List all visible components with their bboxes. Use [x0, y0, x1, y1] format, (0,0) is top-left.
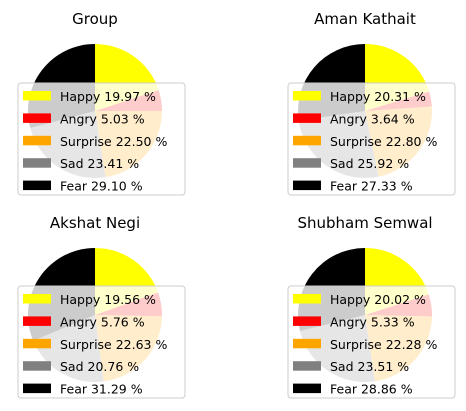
pie-panel: Shubham Semwal Happy 20.02 % Angry 5.33 % S… — [287, 214, 456, 399]
chart-title: Aman Kathait — [314, 10, 416, 28]
legend-swatch — [23, 316, 51, 326]
legend-swatch — [293, 135, 321, 146]
legend-swatch — [293, 180, 321, 191]
legend-swatch — [23, 361, 51, 371]
legend-label: Surprise 22.63 % — [60, 337, 167, 352]
legend-swatch — [293, 383, 321, 394]
legend-swatch — [293, 338, 321, 349]
legend-swatch — [23, 383, 51, 394]
legend-label: Surprise 22.50 % — [60, 134, 167, 149]
legend-label: Fear 29.10 % — [60, 179, 143, 194]
legend-label: Fear 28.86 % — [330, 382, 413, 397]
legend-swatch — [23, 158, 51, 168]
chart-title: Shubham Semwal — [297, 214, 432, 232]
legend-swatch — [293, 158, 321, 168]
legend-label: Sad 20.76 % — [60, 359, 139, 374]
chart-title: Group — [72, 10, 118, 28]
legend-label: Fear 31.29 % — [60, 382, 143, 397]
legend-label: Angry 3.64 % — [330, 111, 415, 126]
legend-label: Sad 23.41 % — [60, 156, 139, 171]
legend-swatch — [23, 180, 51, 191]
legend-swatch — [293, 91, 321, 101]
legend-label: Happy 19.56 % — [60, 292, 156, 307]
legend-label: Sad 25.92 % — [330, 156, 409, 171]
legend-box — [17, 82, 186, 196]
legend-label: Surprise 22.80 % — [330, 134, 437, 149]
pie-panel: Aman Kathait Happy 20.31 % Angry 3.64 % Sur… — [287, 10, 456, 196]
legend-box — [287, 285, 456, 399]
legend-label: Sad 23.51 % — [330, 359, 409, 374]
legend-swatch — [23, 135, 51, 146]
legend-label: Angry 5.76 % — [60, 314, 145, 329]
legend-swatch — [23, 91, 51, 101]
legend-label: Angry 5.33 % — [330, 314, 415, 329]
legend-label: Happy 20.02 % — [330, 292, 426, 307]
legend-label: Happy 19.97 % — [60, 89, 156, 104]
pie-panel: Akshat Negi Happy 19.56 % Angry 5.76 % Surp… — [17, 214, 186, 399]
legend-swatch — [293, 294, 321, 304]
legend-label: Surprise 22.28 % — [330, 337, 437, 352]
legend-swatch — [293, 361, 321, 371]
legend-label: Angry 5.03 % — [60, 111, 145, 126]
legend-label: Happy 20.31 % — [330, 89, 426, 104]
legend-swatch — [23, 294, 51, 304]
legend-swatch — [293, 316, 321, 326]
legend-box — [17, 285, 186, 399]
legend-swatch — [23, 113, 51, 123]
legend-box — [287, 82, 456, 196]
chart-title: Akshat Negi — [50, 214, 140, 232]
legend-swatch — [23, 338, 51, 349]
legend-label: Fear 27.33 % — [330, 179, 413, 194]
pie-panel: Group Happy 19.97 % Angry 5.03 % Surprise 2… — [17, 10, 186, 196]
legend-swatch — [293, 113, 321, 123]
